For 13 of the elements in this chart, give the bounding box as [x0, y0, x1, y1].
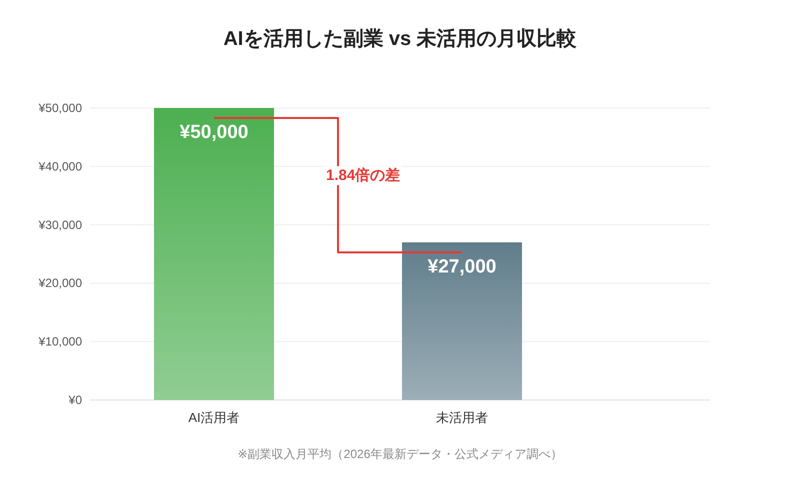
x-tick-label: AI活用者	[188, 410, 240, 425]
y-tick-label: ¥30,000	[38, 218, 82, 232]
x-tick-label: 未活用者	[436, 410, 488, 425]
annotation: 1.84倍の差	[326, 167, 400, 184]
text: ※副業収入月平均（2026年最新データ・公式メディア調べ）	[238, 447, 562, 461]
data-label: ¥50,000	[180, 122, 248, 143]
data-label: ¥27,000	[428, 256, 496, 278]
y-tick-label: ¥0	[68, 393, 82, 407]
y-tick-label: ¥50,000	[38, 101, 82, 115]
chart-title: AIを活用した副業 vs 未活用の月収比較	[223, 28, 578, 50]
y-tick-label: ¥40,000	[38, 159, 82, 174]
y-tick-label: ¥10,000	[38, 334, 82, 349]
y-tick-label: ¥20,000	[38, 276, 82, 290]
